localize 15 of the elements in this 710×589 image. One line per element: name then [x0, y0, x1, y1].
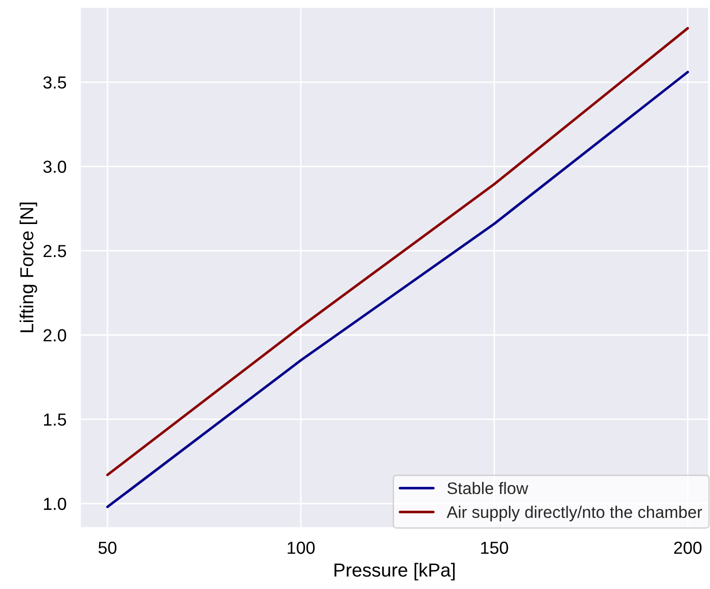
x-tick-label: 150	[481, 542, 508, 554]
y-axis-title: Lifting Force [N]	[20, 202, 38, 332]
y-tick-label: 2.5	[44, 244, 66, 258]
y-tick-label: 1.5	[44, 414, 66, 426]
legend-label: Stable flow	[447, 482, 528, 494]
x-tick-label: 100	[288, 542, 315, 554]
y-tick-label: 3.0	[43, 160, 66, 173]
y-tick-label: 2.0	[44, 329, 66, 342]
y-tick-label: 1.0	[44, 498, 66, 510]
x-tick-label: 50	[98, 542, 116, 554]
line-series	[106, 26, 689, 476]
y-tick-label: 3.5	[43, 76, 66, 89]
x-tick-label: 200	[674, 542, 702, 554]
x-axis-title: Pressure [kPa]	[334, 562, 455, 580]
legend-label: Air supply directly/nto the chamber	[446, 506, 702, 522]
